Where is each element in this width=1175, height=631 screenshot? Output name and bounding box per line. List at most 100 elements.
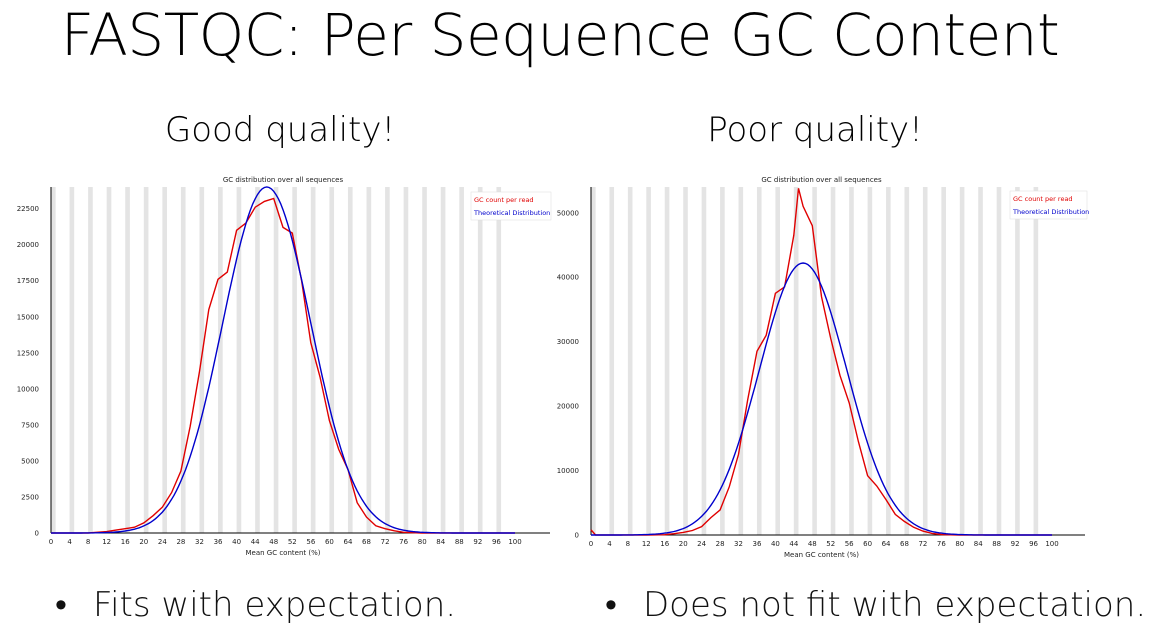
bullet-point-icon: • bbox=[55, 585, 67, 625]
legend-entry: GC count per read bbox=[1013, 195, 1073, 203]
grid-stripe bbox=[180, 187, 186, 533]
y-tick-label: 0 bbox=[575, 532, 579, 540]
y-tick-label: 12500 bbox=[17, 349, 39, 357]
grid-stripe bbox=[701, 187, 707, 535]
grid-stripe bbox=[162, 187, 167, 533]
bullet-does-not-fit-expectation: • Does not fit with expectation. bbox=[605, 580, 1146, 630]
x-tick-label: 96 bbox=[1029, 540, 1038, 548]
x-tick-label: 32 bbox=[195, 538, 204, 546]
grid-stripe bbox=[775, 187, 781, 535]
grid-stripe bbox=[867, 187, 873, 535]
y-tick-label: 10000 bbox=[17, 385, 39, 393]
y-tick-label: 20000 bbox=[557, 403, 579, 411]
chart-title: GC distribution over all sequences bbox=[761, 176, 882, 184]
x-tick-label: 40 bbox=[232, 538, 241, 546]
x-tick-label: 16 bbox=[121, 538, 130, 546]
grid-stripe bbox=[366, 187, 372, 533]
grid-stripe bbox=[959, 187, 965, 535]
grid-stripe bbox=[738, 187, 744, 535]
grid-stripe bbox=[886, 187, 891, 535]
chart-title: GC distribution over all sequences bbox=[223, 176, 344, 184]
grid-stripe bbox=[812, 187, 817, 535]
grid-stripe bbox=[1033, 187, 1039, 535]
x-tick-label: 4 bbox=[607, 540, 612, 548]
x-tick-label: 80 bbox=[955, 540, 964, 548]
poor-quality-gc-chart: GC distribution over all sequences 0 10000… bbox=[557, 176, 1090, 559]
x-tick-label: 100 bbox=[508, 538, 521, 546]
x-tick-label: 8 bbox=[86, 538, 90, 546]
x-tick-label: 56 bbox=[845, 540, 854, 548]
x-tick-label: 88 bbox=[455, 538, 464, 546]
grid-stripe bbox=[646, 187, 651, 535]
slide-title: FASTQC: Per Sequence GC Content bbox=[60, 1, 1060, 69]
bullet-point-icon: • bbox=[605, 585, 617, 625]
grid-stripe bbox=[125, 187, 130, 533]
x-tick-label: 40 bbox=[771, 540, 780, 548]
grid-stripe bbox=[609, 187, 615, 535]
x-tick-label: 48 bbox=[808, 540, 817, 548]
grid-stripe bbox=[273, 187, 279, 533]
legend-box bbox=[470, 191, 552, 221]
grid-stripe bbox=[904, 187, 910, 535]
y-tick-label: 10000 bbox=[557, 467, 579, 475]
x-tick-label: 36 bbox=[752, 540, 761, 548]
bullet-fits-expectation: • Fits with expectation. bbox=[55, 580, 456, 630]
x-tick-label: 60 bbox=[863, 540, 872, 548]
grid-stripe bbox=[978, 187, 983, 535]
grid-stripe bbox=[51, 187, 56, 533]
x-axis-label: Mean GC content (%) bbox=[784, 551, 859, 559]
x-tick-label: 80 bbox=[418, 538, 427, 546]
grid-stripe bbox=[627, 187, 633, 535]
x-tick-label: 64 bbox=[343, 538, 352, 546]
x-tick-label: 4 bbox=[67, 538, 72, 546]
x-tick-label: 28 bbox=[176, 538, 185, 546]
grid-stripe bbox=[459, 187, 464, 533]
y-tick-label: 7500 bbox=[21, 421, 39, 429]
grid-stripe bbox=[849, 187, 854, 535]
grid-stripe bbox=[591, 187, 596, 535]
x-tick-label: 16 bbox=[660, 540, 669, 548]
x-tick-label: 96 bbox=[492, 538, 501, 546]
bullet-text: Fits with expectation. bbox=[93, 585, 457, 625]
grid-stripe bbox=[496, 187, 502, 533]
grid-stripe bbox=[941, 187, 946, 535]
x-tick-label: 24 bbox=[158, 538, 167, 546]
y-tick-label: 15000 bbox=[17, 313, 39, 321]
grid-stripe bbox=[1015, 187, 1020, 535]
grid-stripe bbox=[830, 187, 836, 535]
x-tick-label: 92 bbox=[1011, 540, 1020, 548]
good-quality-heading: Good quality! bbox=[164, 110, 396, 150]
theoretical-distribution-line bbox=[591, 262, 1052, 536]
x-axis-label: Mean GC content (%) bbox=[246, 549, 321, 557]
grid-stripe bbox=[403, 187, 409, 533]
grid-stripe bbox=[310, 187, 316, 533]
x-tick-label: 20 bbox=[139, 538, 148, 546]
grid-stripe bbox=[996, 187, 1002, 535]
grid-stripe bbox=[422, 187, 427, 533]
x-tick-label: 12 bbox=[102, 538, 111, 546]
grid-stripe bbox=[347, 187, 353, 533]
bullet-text: Does not fit with expectation. bbox=[643, 585, 1147, 625]
grid-stripe bbox=[477, 187, 483, 533]
y-tick-label: 40000 bbox=[557, 274, 579, 282]
x-tick-label: 72 bbox=[381, 538, 390, 546]
legend-entry: GC count per read bbox=[474, 196, 534, 204]
theoretical-distribution-line bbox=[51, 186, 515, 534]
grid-stripe bbox=[218, 187, 223, 533]
grid-stripe bbox=[255, 187, 260, 533]
x-tick-label: 0 bbox=[49, 538, 53, 546]
grid-stripe bbox=[683, 187, 688, 535]
x-tick-label: 100 bbox=[1045, 540, 1058, 548]
grid-stripe bbox=[756, 187, 762, 535]
x-tick-label: 8 bbox=[626, 540, 630, 548]
x-tick-label: 20 bbox=[679, 540, 688, 548]
grid-stripe bbox=[236, 187, 242, 533]
x-tick-label: 84 bbox=[974, 540, 983, 548]
x-tick-label: 92 bbox=[473, 538, 482, 546]
x-tick-label: 12 bbox=[642, 540, 651, 548]
grid-stripe bbox=[664, 187, 670, 535]
x-tick-label: 76 bbox=[399, 538, 408, 546]
y-tick-label: 0 bbox=[35, 530, 39, 538]
x-tick-label: 60 bbox=[325, 538, 334, 546]
x-tick-label: 44 bbox=[251, 538, 260, 546]
